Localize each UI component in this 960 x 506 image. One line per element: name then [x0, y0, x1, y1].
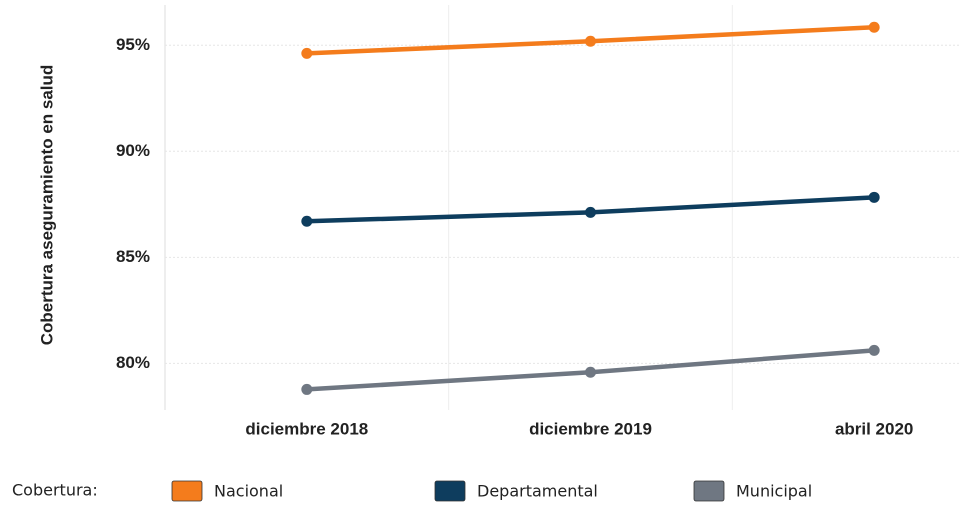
data-point — [868, 21, 880, 33]
data-point — [585, 206, 596, 218]
legend-title: Cobertura: — [12, 481, 98, 500]
data-point — [585, 35, 596, 47]
legend-swatch — [171, 480, 203, 502]
data-point — [585, 366, 596, 378]
data-point — [301, 383, 313, 395]
legend-label: Municipal — [736, 482, 812, 501]
y-axis-label: Cobertura aseguramiento en salud — [37, 65, 56, 346]
data-point — [868, 191, 880, 203]
data-point — [301, 215, 313, 227]
legend-label: Nacional — [214, 482, 283, 501]
y-tick-label: 90% — [116, 141, 150, 160]
x-tick-label: diciembre 2018 — [245, 419, 368, 438]
legend-swatch — [693, 480, 725, 502]
x-tick-label: diciembre 2019 — [529, 419, 652, 438]
legend-swatch — [434, 480, 466, 502]
data-point — [301, 47, 313, 59]
data-point — [868, 344, 880, 356]
legend-label: Departamental — [477, 482, 598, 501]
y-tick-label: 95% — [116, 35, 150, 54]
y-tick-label: 80% — [116, 353, 150, 372]
x-tick-label: abril 2020 — [835, 419, 913, 438]
y-tick-label: 85% — [116, 247, 150, 266]
